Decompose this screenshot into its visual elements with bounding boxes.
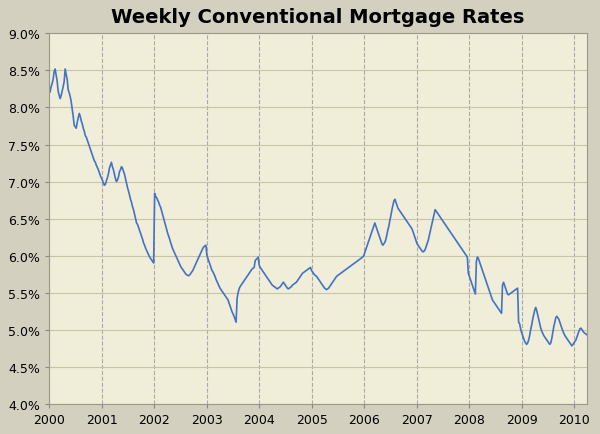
Title: Weekly Conventional Mortgage Rates: Weekly Conventional Mortgage Rates <box>112 8 525 27</box>
